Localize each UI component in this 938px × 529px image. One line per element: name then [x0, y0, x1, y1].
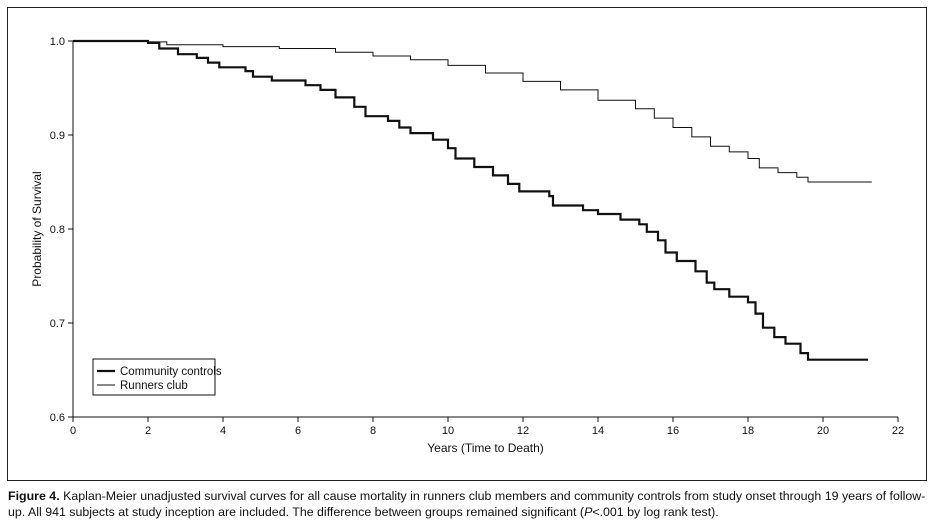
x-tick-label: 16 — [667, 425, 679, 437]
y-tick-label: 0.7 — [50, 318, 65, 330]
x-tick-label: 20 — [817, 425, 829, 437]
x-tick-label: 0 — [70, 425, 76, 437]
x-tick-label: 4 — [220, 425, 226, 437]
x-tick-label: 22 — [892, 425, 904, 437]
y-tick-label: 0.9 — [50, 130, 65, 142]
y-axis-title: Probability of Survival — [30, 171, 44, 286]
axes-layer: 0 2 4 6 8 10 12 14 16 18 20 22 1.0 0.9 0.8 0.7 0.6 Years … — [30, 36, 904, 455]
series-line-runners-club — [73, 40, 872, 183]
legend-box — [92, 358, 216, 396]
x-tick-label: 12 — [517, 425, 529, 437]
x-tick-label: 14 — [592, 425, 604, 437]
figure-caption: Figure 4. Kaplan-Meier unadjusted surviv… — [8, 488, 926, 520]
series-layer — [73, 39, 872, 361]
series-line-community-controls — [73, 39, 868, 361]
legend-entry-label: Runners club — [120, 380, 188, 392]
y-tick-label: 0.6 — [50, 412, 65, 424]
y-tick-label: 0.8 — [50, 224, 65, 236]
caption-text-part1: Kaplan-Meier unadjusted survival curves … — [8, 489, 926, 519]
x-tick-label: 10 — [442, 425, 454, 437]
x-tick-label: 8 — [370, 425, 376, 437]
caption-p-symbol: P — [584, 505, 593, 519]
legend: Community controls Runners club — [92, 358, 222, 396]
survival-chart: 0 2 4 6 8 10 12 14 16 18 20 22 1.0 0.9 0.8 0.7 0.6 Years … — [30, 36, 904, 455]
x-tick-label: 18 — [742, 425, 754, 437]
y-tick-label: 1.0 — [50, 36, 65, 48]
x-axis-title: Years (Time to Death) — [427, 441, 544, 455]
caption-text-part2: <.001 by log rank test). — [592, 505, 719, 519]
x-tick-label: 2 — [145, 425, 151, 437]
figure-frame: 0 2 4 6 8 10 12 14 16 18 20 22 1.0 0.9 0.8 0.7 0.6 Years … — [7, 7, 927, 481]
x-tick-label: 6 — [295, 425, 301, 437]
figure-label: Figure 4. — [8, 489, 60, 503]
legend-entry-label: Community controls — [120, 366, 222, 378]
